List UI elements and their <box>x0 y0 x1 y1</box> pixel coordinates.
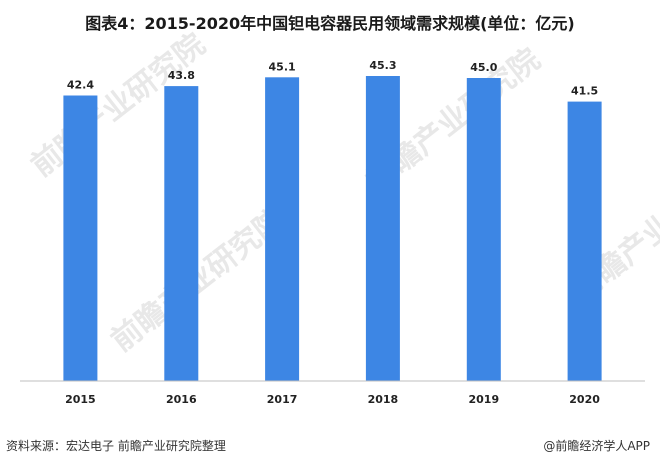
x-tick-label-2015: 2015 <box>65 393 96 406</box>
bar-2016 <box>164 86 199 381</box>
value-label-2020: 41.5 <box>571 85 598 98</box>
x-tick-label-2018: 2018 <box>368 393 399 406</box>
x-tick-labels-layer: 2015 2016 2017 2018 2019 2020 <box>65 393 600 406</box>
x-tick-label-2020: 2020 <box>569 393 600 406</box>
x-tick-label-2016: 2016 <box>166 393 197 406</box>
publisher-credit: @前瞻经济学人APP <box>543 439 650 453</box>
chart-title: 图表4：2015-2020年中国钽电容器民用领域需求规模(单位：亿元) <box>85 14 575 33</box>
bar-2015 <box>63 95 98 381</box>
value-label-2019: 45.0 <box>470 61 497 74</box>
bar-2017 <box>265 77 300 382</box>
x-tick-label-2017: 2017 <box>267 393 298 406</box>
value-label-2016: 43.8 <box>168 69 195 82</box>
bar-2019 <box>466 78 501 381</box>
x-tick-label-2019: 2019 <box>468 393 499 406</box>
bar-2018 <box>365 76 400 381</box>
bars-layer <box>63 76 602 382</box>
value-label-2015: 42.4 <box>67 79 94 92</box>
source-note: 资料来源：宏达电子 前瞻产业研究院整理 <box>6 439 226 453</box>
value-labels-layer: 42.4 43.8 45.1 45.3 45.0 41.5 <box>67 59 598 98</box>
value-label-2018: 45.3 <box>369 59 396 72</box>
bar-2020 <box>567 101 602 381</box>
value-label-2017: 45.1 <box>269 60 296 73</box>
